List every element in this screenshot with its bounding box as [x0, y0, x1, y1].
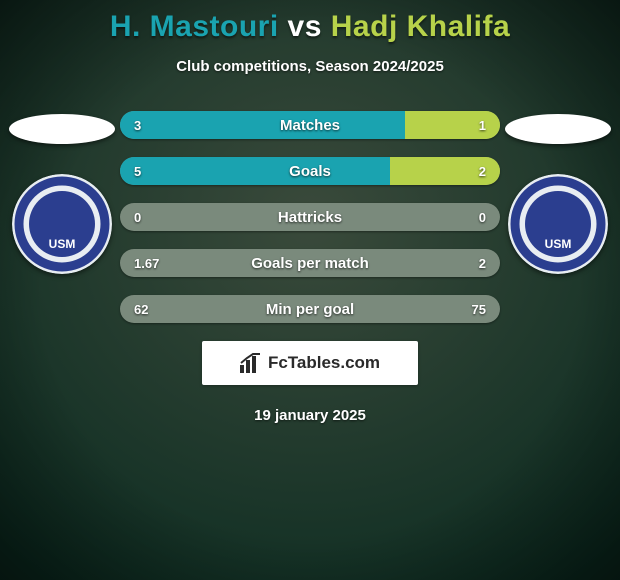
- stat-row: 5Goals2: [120, 157, 500, 185]
- stat-label: Goals: [120, 157, 500, 185]
- stat-value-right: 2: [479, 249, 486, 277]
- stat-row: 0Hattricks0: [120, 203, 500, 231]
- stat-label: Hattricks: [120, 203, 500, 231]
- player-left-name: H. Mastouri: [110, 10, 279, 43]
- date-label: 19 january 2025: [0, 407, 620, 424]
- stat-value-right: 2: [479, 157, 486, 185]
- stat-row: 62Min per goal75: [120, 295, 500, 323]
- stat-value-right: 1: [479, 111, 486, 139]
- stat-label: Goals per match: [120, 249, 500, 277]
- stat-value-right: 75: [472, 295, 486, 323]
- stat-value-right: 0: [479, 203, 486, 231]
- stat-label: Matches: [120, 111, 500, 139]
- player-right-name: Hadj Khalifa: [331, 10, 510, 43]
- stats-container: 3Matches1 5Goals2 0Hattricks0 1.67Goals per…: [120, 111, 500, 323]
- brand-chart-icon: [240, 353, 262, 373]
- comparison-title: H. Mastouri vs Hadj Khalifa: [0, 10, 620, 44]
- stat-row: 3Matches1: [120, 111, 500, 139]
- vs-label: vs: [288, 10, 322, 43]
- brand-box: FcTables.com: [202, 341, 418, 385]
- brand-text: FcTables.com: [268, 353, 380, 373]
- stat-label: Min per goal: [120, 295, 500, 323]
- subtitle: Club competitions, Season 2024/2025: [0, 58, 620, 75]
- stat-row: 1.67Goals per match2: [120, 249, 500, 277]
